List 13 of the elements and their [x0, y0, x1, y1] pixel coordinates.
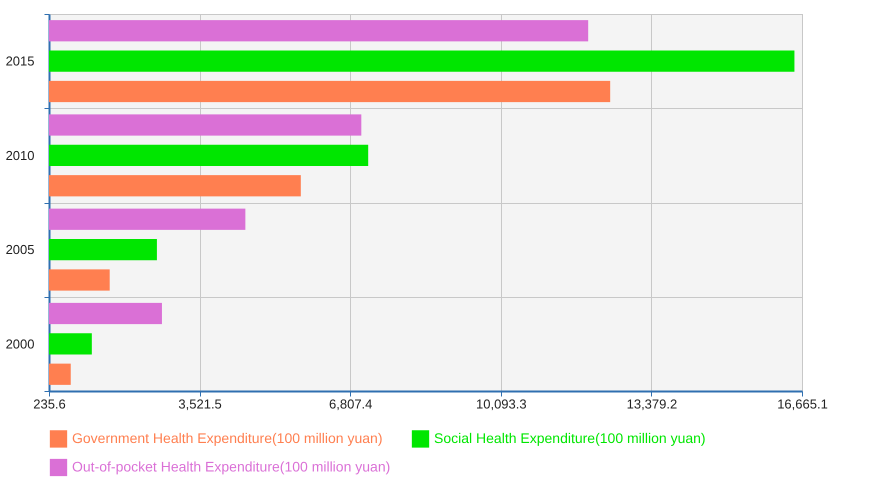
x-tick-label: 6,807.4 [329, 396, 372, 412]
y-tick-label: 2015 [6, 54, 34, 69]
x-tick-label: 3,521.5 [178, 396, 222, 412]
x-tick-label: 13,379.2 [626, 396, 678, 412]
x-tick-label: 235.6 [33, 396, 66, 412]
x-tick-label: 10,093.3 [476, 396, 527, 412]
y-tick-label: 2010 [6, 148, 34, 163]
y-tick-label: 2005 [6, 242, 34, 258]
legend-label: Out-of-pocket Health Expenditure(100 million yuan) [72, 458, 390, 474]
legend-label: Government Health Expenditure(100 million yuan) [72, 430, 382, 446]
legend-label: Social Health Expenditure(100 million yuan) [434, 430, 706, 446]
x-tick-label: 16,665.1 [777, 396, 828, 412]
y-tick-label: 2000 [6, 336, 34, 352]
